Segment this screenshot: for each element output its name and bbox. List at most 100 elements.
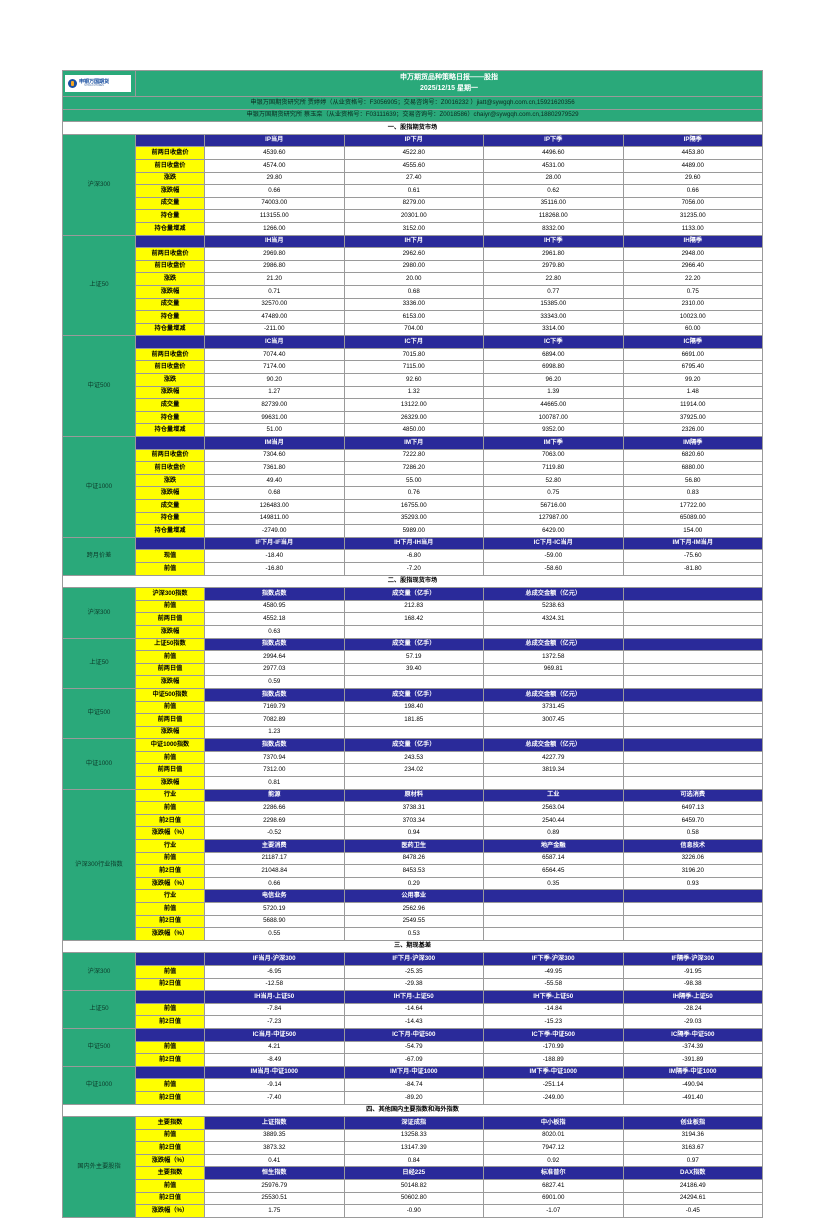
spread-header: IH下月-IH当月: [343, 536, 484, 551]
metric-value: 3314.00: [483, 322, 624, 337]
metric-value: 154.00: [622, 524, 764, 538]
metric-value: 56716.00: [483, 499, 624, 513]
metric-label: 前2日值: [135, 864, 205, 878]
metric-value: 31235.00: [622, 209, 764, 223]
metric-value: 35293.00: [343, 511, 484, 526]
metric-label: 持仓量增减: [135, 221, 205, 236]
metric-value: 82739.00: [204, 398, 345, 412]
group-label-spread: 跨月价差: [62, 536, 136, 576]
other-index-label-cell: 主要指数: [135, 1116, 205, 1130]
metric-value: 20.00: [343, 272, 484, 286]
metric-value: [483, 624, 624, 639]
metric-value: 15385.00: [483, 297, 624, 312]
spot-header: [622, 738, 764, 752]
industry-header: 地产金融: [483, 839, 624, 853]
basis-corner-cell: [135, 990, 205, 1004]
spread-header: IF下月-IF当月: [204, 536, 345, 551]
futures-data-row: 持仓量 99631.00 26329.00 100787.00 37925.00: [63, 410, 764, 425]
metric-value: 4531.00: [483, 158, 624, 173]
other-index-header: 上证指数: [204, 1116, 345, 1130]
basis-header: IF下月-沪深300: [343, 952, 484, 966]
metric-value: 3194.36: [622, 1128, 764, 1143]
metric-value: 113155.00: [204, 209, 345, 223]
contract-header: IC下季: [483, 335, 624, 349]
spot-header: 成交量（亿手）: [343, 738, 484, 752]
metric-value: 6998.80: [483, 360, 624, 375]
metric-value: [483, 902, 624, 916]
other-index-data-row: 涨跌幅（%） 1.75 -0.90 -1.07 -0.45: [63, 1204, 764, 1218]
metric-value: 3731.45: [483, 700, 624, 715]
metric-value: -7.23: [204, 1015, 345, 1029]
futures-data-row: 涨跌 21.20 20.00 22.80 22.20: [63, 272, 764, 286]
section-title-other: 四、其他国内主要指数和海外指数: [61, 1103, 764, 1118]
spot-header: [622, 587, 764, 601]
metric-label: 涨跌: [135, 373, 205, 387]
metric-value: [622, 750, 764, 765]
metric-value: -14.43: [343, 1015, 484, 1029]
metric-value: [483, 776, 624, 790]
metric-value: 24294.61: [622, 1191, 764, 1206]
basis-data-row: 前2日值 -7.23 -14.43 -15.23 -29.03: [63, 1015, 764, 1029]
metric-value: 2977.03: [204, 662, 345, 677]
metric-value: 60.00: [622, 322, 764, 337]
report-sheet: 申银万国期货 SYWG FUTURES 申万期货品种策略日报——股指 2025/12/…: [61, 70, 764, 1218]
metric-value: -15.23: [483, 1015, 624, 1029]
metric-label: 前值: [135, 801, 205, 815]
metric-value: [622, 914, 764, 929]
basis-header: IH当月-上证50: [204, 990, 345, 1004]
other-index-data-row: 前2日值 25530.51 50602.80 6901.00 24294.61: [63, 1191, 764, 1206]
futures-data-row: 持仓量增减 1266.00 3152.00 8332.00 1133.00: [63, 221, 764, 236]
basis-data-row: 前值 4.21 -54.79 -170.99 -374.39: [63, 1040, 764, 1055]
metric-label: 持仓量: [135, 209, 205, 223]
spot-header: 总成交金额（亿元）: [483, 637, 624, 652]
metric-value: 21048.84: [204, 864, 345, 878]
metric-value: -29.03: [622, 1015, 764, 1029]
metric-value: 0.94: [343, 826, 484, 841]
metric-value: 10023.00: [622, 310, 764, 324]
group-label-沪深300: 沪深300: [62, 587, 136, 639]
futures-data-row: 前日收盘价 2986.80 2980.00 2979.80 2966.40: [63, 259, 764, 274]
industry-header-row: 行业 电信业务 公用事业: [63, 889, 764, 903]
logo-company-name: 申银万国期货: [79, 78, 109, 85]
metric-label: 前值: [135, 964, 205, 979]
metric-value: 198.40: [343, 700, 484, 715]
metric-value: 0.66: [204, 184, 345, 198]
metric-value: -0.90: [343, 1204, 484, 1218]
futures-data-row: 持仓量增减 51.00 4850.00 9352.00 2326.00: [63, 423, 764, 438]
metric-value: 7312.00: [204, 763, 345, 778]
metric-value: [622, 662, 764, 677]
other-index-data-row: 涨跌幅（%） 0.41 0.84 0.92 0.97: [63, 1153, 764, 1168]
metric-value: 3703.34: [343, 813, 484, 828]
metric-value: 0.55: [204, 927, 345, 941]
section-header-row: 四、其他国内主要指数和海外指数: [61, 1103, 764, 1118]
metric-value: [622, 612, 764, 626]
metric-label: 前2日值: [135, 1141, 205, 1155]
metric-value: -29.38: [343, 977, 484, 992]
group-label-中证500: 中证500: [62, 1027, 136, 1067]
metric-value: 0.84: [343, 1153, 484, 1168]
page-title: 申万期货品种策略日报——股指: [400, 74, 498, 81]
metric-value: 8332.00: [483, 221, 624, 236]
metric-value: -491.40: [622, 1090, 764, 1105]
metric-value: 7286.20: [343, 461, 484, 475]
metric-value: 7074.40: [204, 347, 345, 362]
metric-value: -2749.00: [204, 524, 345, 538]
metric-label: 涨跌幅（%）: [135, 927, 205, 941]
futures-data-row: 持仓量 113155.00 20301.00 118268.00 31235.00: [63, 209, 764, 223]
basis-header: IM隔季-中证1000: [622, 1065, 764, 1080]
metric-label: 持仓量增减: [135, 423, 205, 438]
futures-data-row: 涨跌 90.20 92.60 96.20 99.20: [63, 373, 764, 387]
futures-data-row: 前两日收盘价 7304.60 7222.80 7063.00 6820.60: [63, 448, 764, 463]
metric-value: 50148.82: [343, 1179, 484, 1193]
section-title-basis: 三、期现基差: [61, 939, 764, 954]
metric-value: 704.00: [343, 322, 484, 337]
metric-value: 0.83: [622, 486, 764, 500]
industry-header: 原材料: [343, 788, 484, 803]
metric-label: 前值: [135, 1128, 205, 1143]
spot-data-row: 涨跌幅 0.59: [63, 675, 764, 689]
metric-value: 0.66: [204, 876, 345, 891]
metric-value: 56.80: [622, 473, 764, 488]
metric-value: [343, 624, 484, 639]
group-label-中证500: 中证500: [62, 687, 136, 740]
metric-value: 0.81: [204, 776, 345, 790]
